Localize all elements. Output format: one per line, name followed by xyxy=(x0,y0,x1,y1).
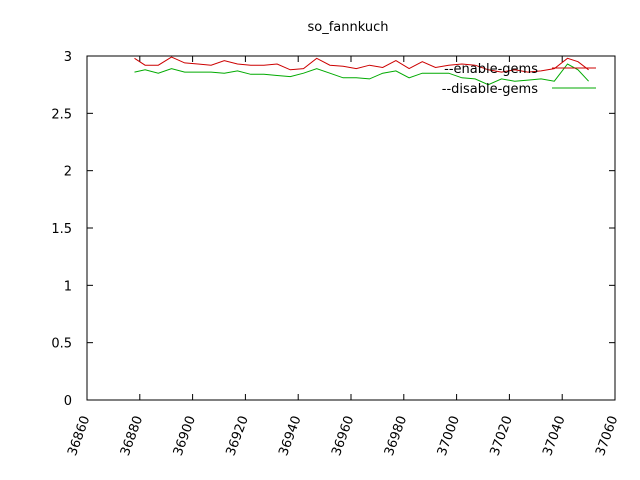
chart-title: so_fannkuch xyxy=(307,20,388,35)
y-tick-label: 2.5 xyxy=(51,107,72,122)
plot-border xyxy=(86,55,616,401)
y-tick-label: 1.5 xyxy=(51,222,72,237)
y-tick-label: 0 xyxy=(64,394,72,409)
series-layer xyxy=(134,56,589,86)
legend-label: --disable-gems xyxy=(442,82,538,97)
x-tick-label: 36900 xyxy=(171,414,199,458)
y-tick-label: 1 xyxy=(64,279,72,294)
y-tick-label: 0.5 xyxy=(51,337,72,352)
x-tick-label: 36980 xyxy=(382,414,410,458)
x-tick-label: 36860 xyxy=(65,414,93,458)
series-line-disable-gems xyxy=(134,63,589,86)
x-tick-label: 36940 xyxy=(276,414,304,458)
legend: --enable-gems --disable-gems xyxy=(442,62,596,97)
series-line-enable-gems xyxy=(134,56,589,73)
x-tick-label: 36920 xyxy=(224,414,252,458)
x-tick-label: 36960 xyxy=(329,414,357,458)
legend-label: --enable-gems xyxy=(444,62,538,77)
y-tick-label: 3 xyxy=(64,50,72,65)
x-tick-label: 37040 xyxy=(540,414,568,458)
x-tick-label: 37020 xyxy=(488,414,516,458)
x-tick-label: 37000 xyxy=(435,414,463,458)
x-tick-label: 37060 xyxy=(593,414,621,458)
axes: 0 0.5 1 1.5 2 2.5 3 36860 36880 36900 36920 36940 36… xyxy=(51,50,621,458)
y-tick-label: 2 xyxy=(64,165,72,180)
x-tick-label: 36880 xyxy=(118,414,146,458)
